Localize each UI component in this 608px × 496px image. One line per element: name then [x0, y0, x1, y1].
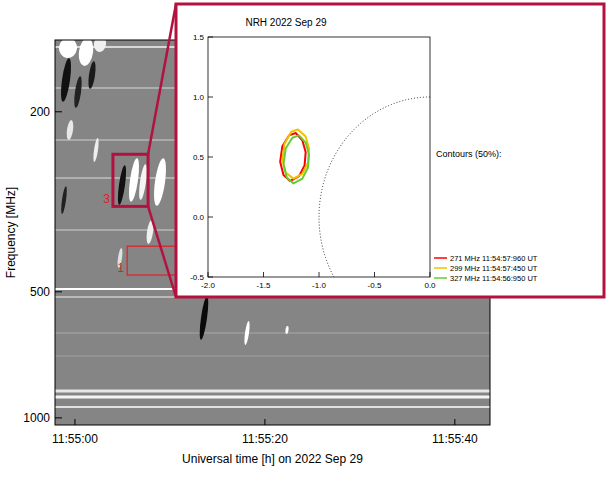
- burst-feature: [243, 321, 250, 345]
- legend-swatch: [434, 277, 447, 279]
- interference-line: [55, 406, 490, 408]
- burst-feature: [87, 61, 97, 90]
- burst-feature: [198, 296, 210, 340]
- annotation-label: 1: [117, 261, 124, 275]
- burst-feature: [152, 158, 169, 207]
- x-tick: [264, 419, 265, 425]
- inset-y-tick: [208, 97, 213, 98]
- x-tick: [74, 419, 75, 425]
- burst-feature: [58, 40, 79, 59]
- y-axis-title: Frequency [MHz]: [4, 187, 18, 278]
- y-tick-label: 500: [30, 285, 50, 299]
- inset-plot: [280, 97, 430, 277]
- x-tick-label: 11:55:20: [242, 432, 288, 446]
- zoom-line: [148, 206, 176, 297]
- inset-x-tick: [263, 272, 264, 277]
- burst-feature: [127, 158, 141, 203]
- interference-line: [55, 356, 490, 357]
- inset-x-tick-label: -2.0: [201, 281, 215, 290]
- inset-x-tick-label: -1.5: [257, 281, 271, 290]
- inset-frame: [208, 37, 430, 277]
- figure: 3 1 11:55:00 11:55:20 11:55:40 200 500 1000 Univ…: [0, 0, 608, 496]
- inset-title: NRH 2022 Sep 29: [245, 17, 327, 28]
- contour: [283, 135, 309, 183]
- inset-x-tick: [319, 272, 320, 277]
- legend-swatch: [434, 267, 447, 269]
- burst-feature: [73, 76, 83, 109]
- spectrum-background: [55, 290, 490, 425]
- inset-y-tick-label: 0.0: [193, 213, 205, 222]
- solar-limb: [319, 97, 430, 277]
- burst-feature: [285, 326, 289, 334]
- inset-y-tick-label: -0.5: [190, 273, 204, 282]
- burst-feature: [59, 58, 73, 103]
- x-axis-title: Universal time [h] on 2022 Sep 29: [182, 452, 363, 466]
- burst-feature: [92, 138, 99, 162]
- legend-swatch: [434, 257, 447, 259]
- burst-feature: [66, 120, 75, 141]
- inset-x-tick: [430, 272, 431, 277]
- y-tick-label: 200: [30, 105, 50, 119]
- interference-line: [55, 333, 490, 334]
- zoom-line: [148, 4, 176, 154]
- annotation-box: [113, 154, 148, 206]
- interference-line: [55, 396, 490, 399]
- burst-feature: [93, 40, 107, 53]
- x-tick: [454, 419, 455, 425]
- inset-x-tick-label: -0.5: [368, 281, 382, 290]
- annotation-label: 3: [103, 192, 110, 206]
- inset-y-tick-label: 1.0: [193, 93, 205, 102]
- legend-title: Contours (50%):: [436, 149, 502, 159]
- inset-y-tick: [208, 37, 213, 38]
- inset-y-tick-label: 1.5: [193, 33, 205, 42]
- inset-x-tick-label: -1.0: [312, 281, 326, 290]
- inset-y-tick-label: 0.5: [193, 153, 205, 162]
- inset-x-tick: [208, 272, 209, 277]
- legend-label: 327 MHz 11:54:56:950 UT: [450, 274, 538, 283]
- inset-x-tick-label: 0.0: [424, 281, 436, 290]
- interference-line: [55, 390, 490, 393]
- inset-y-tick: [208, 217, 213, 218]
- y-tick-label: 1000: [23, 411, 50, 425]
- y-tick: [55, 111, 62, 112]
- inset-y-tick: [208, 277, 213, 278]
- burst-feature: [60, 186, 68, 214]
- inset-y-tick: [208, 157, 213, 158]
- inset-panel: [176, 4, 604, 297]
- x-tick-label: 11:55:00: [52, 432, 98, 446]
- y-tick: [55, 291, 62, 292]
- inset-x-tick: [374, 272, 375, 277]
- legend-label: 299 MHz 11:54:57:450 UT: [450, 264, 538, 273]
- annotation-box: [127, 246, 179, 275]
- x-tick-label: 11:55:40: [432, 432, 478, 446]
- legend-label: 271 MHz 11:54:57:960 UT: [450, 254, 538, 263]
- y-tick: [55, 417, 62, 418]
- burst-feature: [116, 165, 128, 205]
